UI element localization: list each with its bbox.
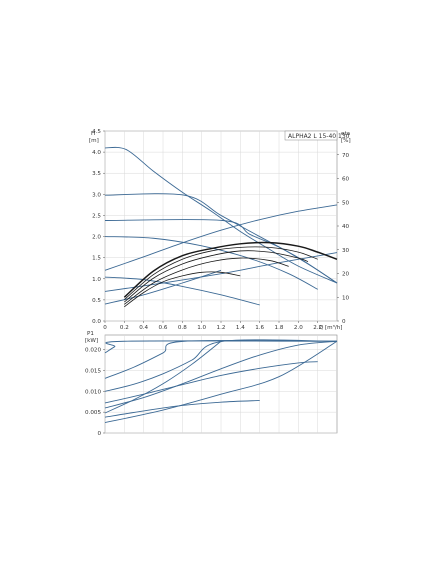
power-tick-label-4: 0.020 [85,348,101,354]
eta-tick-label-4: 40 [342,224,350,230]
head-curve-3 [104,236,318,290]
y-tick-label-2: 1.0 [92,277,101,283]
x-tick-label-1: 0.2 [120,325,129,331]
power-curve-5 [104,340,338,409]
y-tick-label-8: 4.0 [92,150,101,156]
x-tick-label-3: 0.6 [159,325,168,331]
x-tick-label-6: 1.2 [217,325,226,331]
eta-tick-label-5: 50 [342,200,350,206]
x-tick-label-10: 2.0 [294,325,303,331]
power-grid [104,335,337,434]
power-curve-1 [104,339,338,379]
power-tick-label-1: 0.005 [85,410,101,416]
x-tick-label-2: 0.4 [139,325,148,331]
eta-tick-label-6: 60 [342,177,350,183]
eta-axis-unit: [%] [341,138,351,144]
power-series [104,339,338,424]
x-tick-label-4: 0.8 [178,325,187,331]
flow-axis-title: Q [319,325,324,331]
head-curve-2 [104,219,338,284]
y-tick-label-9: 4.5 [92,129,101,135]
eta-tick-label-0: 0 [342,319,346,325]
power-curve-7 [104,340,222,414]
head-panel: 0 0.2 0.4 0.6 0.8 1.0 1.2 1.4 1.6 1.8 2.0 2.2 0.00.… [89,129,351,331]
eta-y-ticks: 0 10 20 30 40 50 60 70 [337,153,350,325]
power-panel: 0 0.005 0.010 0.015 0.020 P1 [kW] [85,331,338,437]
y-tick-label-5: 2.5 [92,213,101,219]
eta-curve-12 [124,271,241,308]
legend-label: ALPHA2 L 15-40 130 [288,133,350,140]
x-tick-label-8: 1.6 [255,325,264,331]
y-tick-label-3: 1.5 [92,256,101,262]
eta-tick-label-7: 70 [342,153,350,159]
eta-axis-title: eta [341,131,350,137]
x-tick-label-9: 1.8 [275,325,284,331]
head-y-ticks: 0.0 0.5 1.0 1.5 2.0 2.5 3.0 3.5 4.0 4.5 [92,129,105,325]
head-curve-6 [104,252,338,292]
power-axis-unit: [kW] [85,338,98,344]
head-curve-4 [104,276,260,306]
flow-axis-unit: [m³/h] [325,324,343,331]
y-tick-label-4: 2.0 [92,235,101,241]
power-tick-label-3: 0.015 [85,368,101,374]
head-curve-7 [104,269,222,305]
legend-box [284,130,338,141]
power-y-ticks: 0 0.005 0.010 0.015 0.020 [85,348,105,437]
x-tick-label-11: 2.2 [313,325,322,331]
eta-tick-label-1: 10 [342,295,350,301]
eta-tick-label-2: 20 [342,272,350,278]
eta-curve-9 [124,246,318,300]
power-curve-2 [104,339,338,392]
eta-curve-10 [124,250,309,303]
y-tick-label-6: 3.0 [92,192,101,198]
head-x-ticks: 0 0.2 0.4 0.6 0.8 1.0 1.2 1.4 1.6 1.8 2.0 2.2 [103,321,322,331]
power-curve-6 [104,340,338,424]
head-curve-5 [104,204,338,271]
y-tick-label-7: 3.5 [92,171,101,177]
x-tick-label-7: 1.4 [236,325,245,331]
head-axis-title: H [91,131,95,137]
y-tick-label-1: 0.5 [92,298,101,304]
head-series [104,146,338,308]
eta-curve-11 [124,257,289,305]
eta-curve-8 [123,241,338,298]
power-axis-title: P1 [87,331,94,337]
x-tick-label-5: 1.0 [197,325,206,331]
power-tick-label-0: 0 [97,431,101,437]
x-tick-label-0: 0 [103,325,107,331]
head-axis-unit: [m] [89,138,99,144]
power-tick-label-2: 0.010 [85,389,101,395]
y-tick-label-0: 0.0 [92,319,101,325]
eta-tick-label-3: 30 [342,248,350,254]
